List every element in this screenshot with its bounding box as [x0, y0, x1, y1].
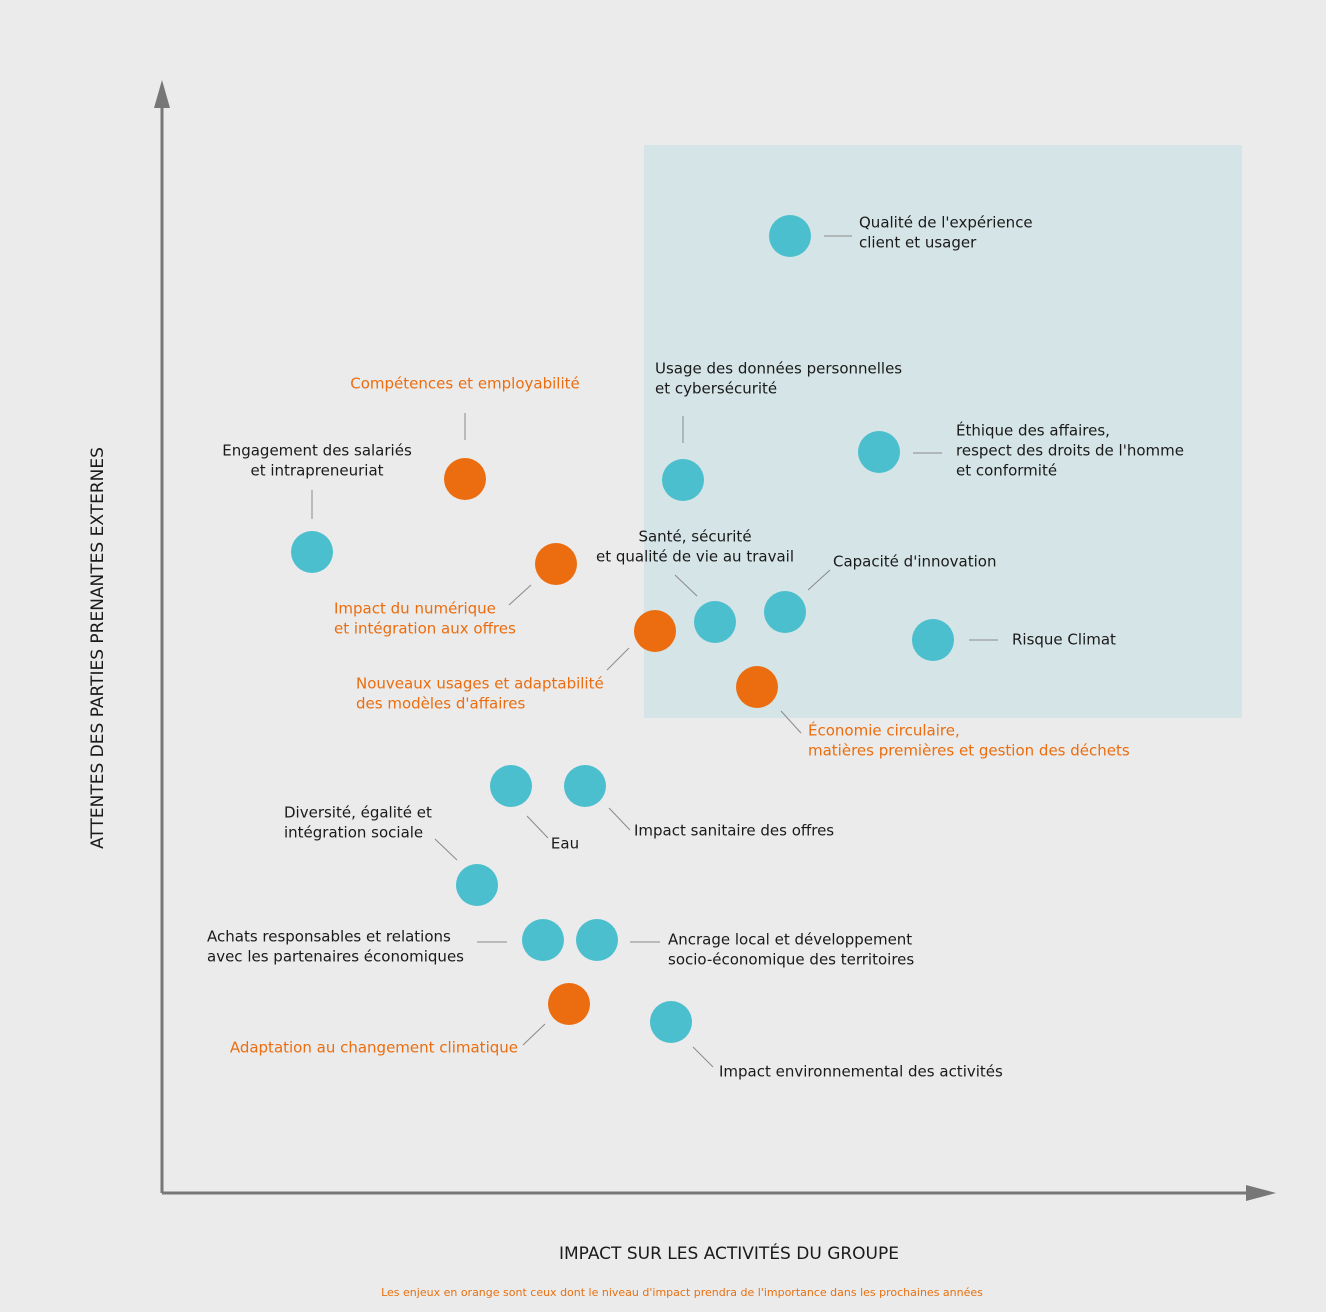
leader-line	[606, 647, 630, 671]
node-label: et qualité de vie au travail	[596, 548, 794, 566]
node-label: Diversité, égalité et	[284, 804, 432, 822]
node-dot	[912, 619, 954, 661]
node-label: Impact du numérique	[334, 600, 496, 618]
node-dot	[291, 531, 333, 573]
node-dot	[564, 765, 606, 807]
node-dot	[522, 919, 564, 961]
node-label: Engagement des salariés	[222, 442, 412, 460]
node-label: Achats responsables et relations	[207, 928, 451, 946]
nodes: Qualité de l'expérience client et usager U…	[207, 214, 1184, 1081]
node-label: Économie circulaire,	[808, 721, 960, 740]
leader-line	[807, 569, 831, 591]
node-label: client et usager	[859, 234, 977, 252]
node-dot	[548, 983, 590, 1025]
node-label: Usage des données personnelles	[655, 360, 902, 378]
node-dot	[769, 215, 811, 257]
leader-line	[508, 584, 532, 606]
node-dot	[662, 459, 704, 501]
node-dot	[650, 1001, 692, 1043]
node-label: socio-économique des territoires	[668, 951, 914, 969]
node-label: Impact sanitaire des offres	[634, 822, 834, 840]
node-dot	[490, 765, 532, 807]
leader-line	[522, 1023, 546, 1046]
node-dot	[456, 864, 498, 906]
x-arrow	[1246, 1185, 1276, 1201]
node-label: Capacité d'innovation	[833, 553, 996, 571]
node-dot	[736, 666, 778, 708]
x-axis-label: IMPACT SUR LES ACTIVITÉS DU GROUPE	[559, 1242, 899, 1264]
node-label: Ancrage local et développement	[668, 931, 912, 949]
node-label: Risque Climat	[1012, 631, 1116, 649]
node-dot	[634, 610, 676, 652]
y-axis-label: ATTENTES DES PARTIES PRENANTES EXTERNES	[88, 447, 108, 849]
leader-line	[692, 1046, 714, 1068]
leader-line	[608, 807, 631, 831]
node-label: et cybersécurité	[655, 380, 777, 398]
node-label: avec les partenaires économiques	[207, 948, 464, 966]
node-dot	[858, 431, 900, 473]
leader-line	[780, 710, 802, 734]
footnote: Les enjeux en orange sont ceux dont le n…	[381, 1286, 983, 1299]
node-label: des modèles d'affaires	[356, 695, 525, 713]
node-label: matières premières et gestion des déchet…	[808, 742, 1130, 760]
leader-line	[674, 574, 698, 597]
node-label: Impact environnemental des activités	[719, 1063, 1003, 1081]
node-label: Eau	[551, 835, 579, 853]
leader-line	[526, 815, 549, 839]
y-arrow	[154, 80, 170, 108]
node-label: et intrapreneuriat	[250, 462, 383, 480]
leader-line	[434, 838, 458, 861]
node-label: Nouveaux usages et adaptabilité	[356, 675, 604, 693]
node-dot	[764, 591, 806, 633]
node-dot	[444, 458, 486, 500]
node-label: Éthique des affaires,	[956, 421, 1110, 440]
node-label: intégration sociale	[284, 824, 423, 842]
node-label: Santé, sécurité	[638, 528, 751, 546]
node-dot	[694, 601, 736, 643]
node-label: Qualité de l'expérience	[859, 214, 1033, 232]
node-dot	[535, 543, 577, 585]
node-label: et conformité	[956, 462, 1057, 480]
node-label: et intégration aux offres	[334, 620, 516, 638]
node-label: Adaptation au changement climatique	[230, 1039, 518, 1057]
node-dot	[576, 919, 618, 961]
node-label: respect des droits de l'homme	[956, 442, 1184, 460]
node-label: Compétences et employabilité	[350, 375, 579, 393]
